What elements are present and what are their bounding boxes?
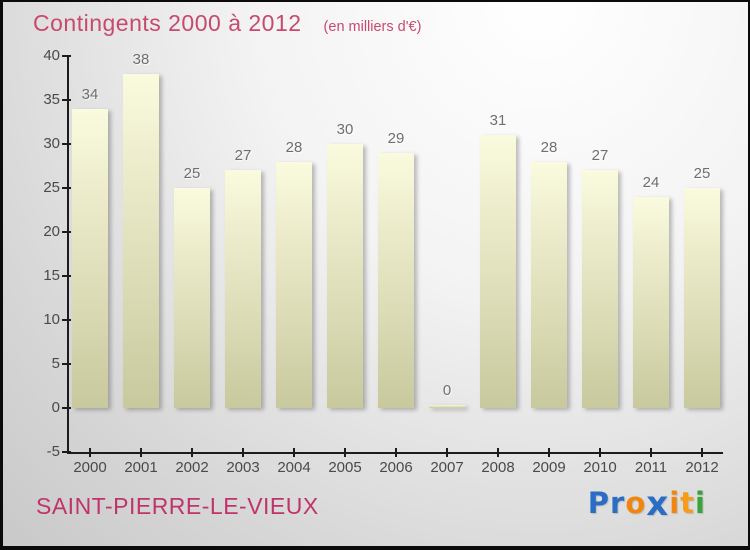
logo-letter-i: i bbox=[669, 486, 681, 520]
x-axis-tick bbox=[140, 448, 142, 457]
bar-value-label: 30 bbox=[336, 121, 354, 138]
bar-value-label: 34 bbox=[81, 85, 99, 103]
x-axis-tick-label: 2002 bbox=[175, 459, 209, 476]
y-axis-tick bbox=[62, 363, 71, 365]
bar-2004 bbox=[276, 161, 312, 408]
y-axis-tick-label: 20 bbox=[43, 223, 60, 240]
bar-2002 bbox=[174, 188, 210, 408]
x-axis-tick bbox=[446, 448, 448, 457]
x-axis-tick-label: 2009 bbox=[532, 459, 566, 476]
y-axis-tick-label: 40 bbox=[43, 47, 60, 64]
y-axis-tick-label: 10 bbox=[43, 311, 60, 328]
x-axis-tick bbox=[650, 448, 652, 457]
bar-2008 bbox=[480, 135, 516, 408]
y-axis-tick bbox=[62, 407, 71, 409]
x-axis-tick bbox=[242, 448, 244, 457]
bar-2006 bbox=[378, 152, 414, 408]
proxiti-logo[interactable]: Proxiti bbox=[587, 484, 706, 524]
bar-chart-plot: 40 35 30 25 20 15 10 5 0 -5 34 2000 38 2001 25 2002 27 20… bbox=[3, 2, 748, 546]
x-axis-tick bbox=[497, 448, 499, 457]
chart-title: Contingents 2000 à 2012 bbox=[33, 10, 302, 36]
bar-value-label: 24 bbox=[642, 173, 660, 191]
y-axis-tick bbox=[62, 143, 71, 145]
x-axis-tick bbox=[293, 448, 295, 457]
bar-value-label: 28 bbox=[285, 138, 303, 156]
x-axis-tick-label: 2003 bbox=[226, 459, 260, 476]
logo-letter-x: x bbox=[646, 484, 670, 524]
y-axis-tick bbox=[62, 275, 71, 277]
bar-2001 bbox=[123, 73, 159, 408]
chart-subtitle: (en milliers d'€) bbox=[323, 19, 422, 35]
x-axis-tick bbox=[701, 448, 703, 457]
x-axis-tick bbox=[344, 448, 346, 457]
bar-value-label: 0 bbox=[442, 382, 452, 399]
bar-2003 bbox=[225, 170, 261, 408]
bar-value-label: 29 bbox=[387, 129, 405, 147]
x-axis-tick bbox=[395, 448, 397, 457]
bar-2011 bbox=[633, 196, 669, 408]
logo-letter-i: i bbox=[695, 486, 706, 520]
x-axis-tick-label: 2010 bbox=[583, 459, 617, 476]
bar-value-label: 25 bbox=[693, 165, 711, 182]
y-axis-tick-label: 15 bbox=[43, 267, 60, 284]
y-axis-tick-label: -5 bbox=[46, 443, 60, 460]
y-axis-tick bbox=[62, 99, 71, 101]
bar-value-label: 25 bbox=[183, 165, 201, 182]
bar-value-label: 27 bbox=[234, 147, 252, 165]
y-axis-tick-label: 0 bbox=[51, 399, 60, 416]
bar-2009 bbox=[531, 161, 567, 408]
bar-2012 bbox=[684, 188, 720, 408]
y-axis-tick-label: 25 bbox=[43, 179, 60, 196]
y-axis-tick bbox=[62, 231, 71, 233]
y-axis-line bbox=[67, 56, 69, 454]
x-axis-tick bbox=[599, 448, 601, 457]
y-axis-tick bbox=[62, 319, 71, 321]
x-axis-tick-label: 2008 bbox=[481, 459, 515, 476]
bar-2007 bbox=[429, 405, 465, 408]
bar-value-label: 28 bbox=[540, 138, 558, 156]
x-axis-tick-label: 2004 bbox=[277, 459, 311, 476]
bar-value-label: 27 bbox=[591, 147, 609, 165]
bar-value-label: 31 bbox=[489, 112, 507, 130]
logo-letter-t: t bbox=[680, 486, 696, 520]
x-axis-tick-label: 2007 bbox=[430, 459, 464, 476]
x-axis-tick-label: 2001 bbox=[124, 459, 158, 476]
x-axis-tick bbox=[191, 448, 193, 457]
bar-value-label: 38 bbox=[132, 50, 150, 68]
logo-letter-p: P bbox=[587, 486, 611, 520]
x-axis-tick bbox=[89, 448, 91, 457]
bar-2000 bbox=[72, 108, 108, 408]
y-axis-tick bbox=[62, 187, 71, 189]
x-axis-tick-label: 2006 bbox=[379, 459, 413, 476]
y-axis-tick-label: 35 bbox=[43, 91, 60, 108]
x-axis-tick bbox=[548, 448, 550, 457]
y-axis-tick bbox=[62, 451, 71, 453]
y-axis-tick bbox=[62, 55, 71, 57]
bar-2005 bbox=[327, 144, 363, 408]
x-axis-tick-label: 2011 bbox=[634, 459, 668, 476]
y-axis-tick-label: 5 bbox=[51, 355, 60, 372]
logo-letter-r: r bbox=[610, 486, 626, 520]
x-axis-tick-label: 2005 bbox=[328, 459, 362, 476]
chart-header: Contingents 2000 à 2012 (en milliers d'€… bbox=[33, 10, 421, 37]
place-name: SAINT-PIERRE-LE-VIEUX bbox=[36, 493, 319, 519]
logo-letter-o: o bbox=[625, 486, 647, 520]
x-axis-tick-label: 2012 bbox=[685, 459, 719, 476]
y-axis-tick-label: 30 bbox=[43, 135, 60, 152]
bar-2010 bbox=[582, 170, 618, 408]
x-axis-tick-label: 2000 bbox=[73, 459, 107, 476]
